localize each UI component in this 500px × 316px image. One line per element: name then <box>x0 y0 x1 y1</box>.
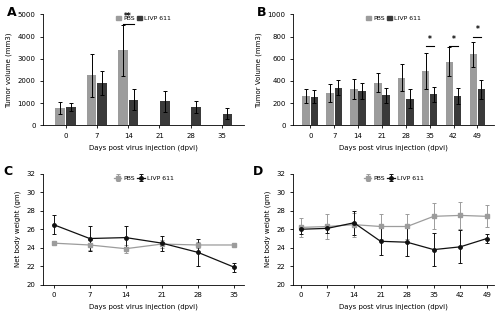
Bar <box>66 107 76 125</box>
Bar <box>310 96 318 125</box>
Bar <box>422 71 430 125</box>
Bar <box>374 83 382 125</box>
Text: B: B <box>257 5 266 19</box>
Bar <box>118 50 128 125</box>
X-axis label: Days post virus injection (dpvi): Days post virus injection (dpvi) <box>90 144 198 151</box>
Bar <box>98 83 107 125</box>
Bar <box>191 107 201 125</box>
Bar <box>326 93 334 125</box>
Bar <box>406 99 413 125</box>
Y-axis label: Net body weight (gm): Net body weight (gm) <box>264 191 271 267</box>
Bar <box>382 95 390 125</box>
Bar <box>478 89 485 125</box>
Bar <box>56 108 65 125</box>
Legend: PBS, LIVP 611: PBS, LIVP 611 <box>364 175 424 181</box>
Text: C: C <box>3 165 12 178</box>
Legend: PBS, LIVP 611: PBS, LIVP 611 <box>114 175 174 181</box>
X-axis label: Days post virus injection (dpvi): Days post virus injection (dpvi) <box>90 304 198 310</box>
Bar <box>128 100 138 125</box>
Bar <box>454 96 462 125</box>
Bar <box>222 113 232 125</box>
Bar <box>350 89 358 125</box>
Bar <box>160 101 170 125</box>
X-axis label: Days post virus injection (dpvi): Days post virus injection (dpvi) <box>340 304 448 310</box>
Text: **: ** <box>124 12 132 21</box>
Bar <box>470 54 477 125</box>
Text: D: D <box>253 165 264 178</box>
Y-axis label: Tumor volume (mm3): Tumor volume (mm3) <box>6 32 12 108</box>
Bar <box>358 91 366 125</box>
Text: A: A <box>7 5 16 19</box>
Legend: PBS, LIVP 611: PBS, LIVP 611 <box>366 15 422 22</box>
Bar <box>430 94 438 125</box>
Bar <box>446 62 453 125</box>
Text: *: * <box>476 25 480 34</box>
Bar <box>398 78 406 125</box>
Bar <box>86 76 97 125</box>
Legend: PBS, LIVP 611: PBS, LIVP 611 <box>116 15 172 22</box>
Bar <box>334 88 342 125</box>
Y-axis label: Tumor Volume (mm3): Tumor Volume (mm3) <box>256 32 262 108</box>
X-axis label: Days post virus injection (dpvi): Days post virus injection (dpvi) <box>340 144 448 151</box>
Bar <box>302 96 310 125</box>
Y-axis label: Net body weight (gm): Net body weight (gm) <box>14 191 21 267</box>
Text: *: * <box>428 35 432 44</box>
Text: *: * <box>452 35 456 44</box>
